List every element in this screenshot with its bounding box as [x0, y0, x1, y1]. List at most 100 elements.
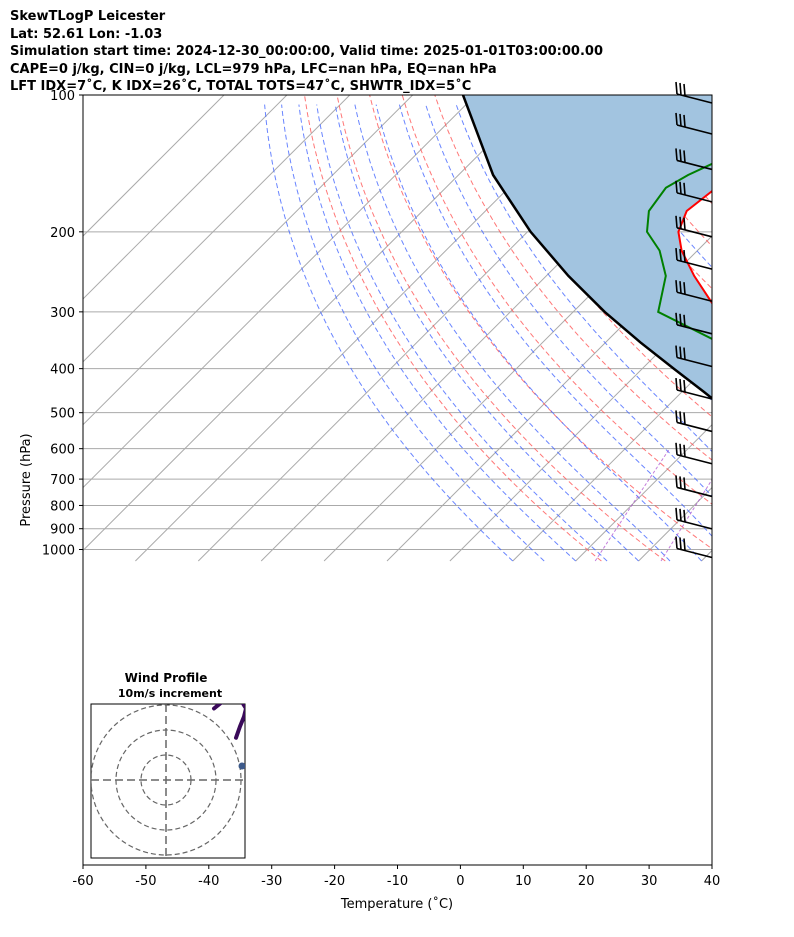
mixing-ratio-line — [773, 449, 794, 561]
y-tick-label: 700 — [50, 473, 75, 488]
wind-barb-flag — [675, 345, 678, 358]
isotherm-line — [575, 423, 712, 562]
wind-barb-flag — [679, 113, 682, 127]
isotherm-line — [764, 85, 794, 561]
mixing-ratio-line — [594, 448, 671, 562]
wind-barb-flag — [683, 412, 686, 425]
wind-barb-staff — [676, 421, 713, 433]
isotherm-line — [83, 95, 225, 237]
wind-barb — [675, 81, 713, 104]
wind-barb-staff — [676, 259, 713, 270]
y-tick-label: 100 — [50, 89, 75, 104]
wind-barb-flag — [679, 149, 682, 162]
dry-adiabat-line — [304, 95, 602, 562]
isotherm-line — [83, 95, 288, 300]
wind-barb-flag — [679, 537, 682, 550]
moist-adiabat-line — [316, 104, 608, 562]
moist-adiabat-line — [375, 104, 702, 562]
dry-adiabat-line — [728, 95, 794, 561]
dry-adiabat-line — [761, 95, 794, 561]
wind-barb-flag — [679, 443, 682, 456]
x-tick-label: 10 — [515, 874, 532, 889]
wind-barb — [675, 180, 713, 203]
isotherm-line — [83, 95, 351, 363]
wind-barb-flag — [683, 217, 686, 230]
x-tick-label: -10 — [387, 874, 408, 889]
wind-barb-flag — [679, 411, 682, 424]
x-tick-label: 40 — [704, 874, 721, 889]
x-tick-label: -30 — [261, 874, 282, 889]
wind-barb-flag — [683, 347, 686, 360]
wind-barb-flag — [683, 250, 686, 263]
wind-barb — [675, 536, 713, 559]
x-tick-label: -60 — [72, 874, 93, 889]
x-tick-label: -50 — [135, 874, 156, 889]
index-line: LFT IDX=7˚C, K IDX=26˚C, TOTAL TOTS=47˚C… — [10, 79, 472, 95]
location-line: Lat: 52.61 Lon: -1.03 — [10, 26, 163, 42]
y-tick-label: 400 — [50, 363, 75, 378]
wind-barb-flag — [679, 476, 682, 489]
chart-header: SkewTLogP Leicester Lat: 52.61 Lon: -1.0… — [10, 8, 603, 96]
wind-barb-flag — [679, 281, 682, 294]
wind-barb-flag — [683, 114, 686, 128]
wind-barb-flag — [675, 475, 678, 488]
wind-barb-flag — [675, 215, 678, 228]
moist-adiabat-line — [334, 104, 639, 562]
y-tick-label: 900 — [50, 523, 75, 538]
wind-barb-flag — [679, 82, 682, 96]
wind-barb-staff — [676, 192, 713, 203]
wind-barb — [675, 345, 713, 368]
dry-adiabat-line — [434, 95, 712, 461]
wind-barb-flag — [679, 216, 682, 229]
wind-barb-flag — [675, 536, 678, 549]
y-tick-label: 800 — [50, 499, 75, 514]
wind-barb-flag — [675, 410, 678, 423]
isotherm-line — [83, 95, 540, 552]
isotherm-line — [701, 549, 712, 562]
y-tick-label: 200 — [50, 226, 75, 241]
mixing-ratio-line — [715, 449, 783, 561]
mixing-ratio-line — [660, 478, 712, 562]
wind-barb-flag — [679, 378, 682, 392]
moist-adiabat-line — [754, 105, 794, 561]
hodograph-frame — [90, 703, 246, 859]
isotherm-line — [83, 95, 414, 426]
wind-barb-flag — [683, 444, 686, 457]
y-tick-label: 300 — [50, 306, 75, 321]
moist-adiabat-line — [281, 104, 545, 562]
hodograph-title: Wind Profile — [125, 671, 208, 685]
parcel-profile-line — [461, 95, 712, 400]
wind-barb-flag — [675, 180, 678, 193]
x-tick-label: 0 — [456, 874, 464, 889]
wind-barb — [675, 280, 713, 303]
wind-barb-flag — [675, 112, 678, 126]
wind-barb — [675, 215, 713, 238]
wind-barb-flag — [675, 507, 678, 520]
wind-barb-flag — [683, 282, 686, 295]
time-line: Simulation start time: 2024-12-30_00:00:… — [10, 44, 603, 60]
moist-adiabat-line — [264, 104, 514, 562]
wind-barb — [675, 507, 713, 530]
wind-barb-flag — [683, 538, 686, 551]
chart-title: SkewTLogP Leicester — [10, 9, 166, 24]
wind-barb-staff — [676, 547, 713, 559]
wind-barb-flag — [683, 182, 686, 195]
wind-barb-flag — [675, 280, 678, 293]
dry-adiabat-line — [401, 95, 712, 505]
wind-barb-staff — [676, 227, 713, 238]
isotherm-line — [83, 95, 477, 489]
x-tick-label: -40 — [198, 874, 219, 889]
wind-barb — [675, 312, 713, 335]
wind-barb-flag — [683, 83, 686, 97]
moist-adiabat-line — [354, 104, 671, 562]
wind-barb — [675, 475, 713, 498]
moist-adiabat-line — [455, 104, 712, 453]
wind-barb-staff — [676, 454, 713, 465]
hodograph-trace — [212, 704, 245, 740]
wind-barb-flag — [683, 314, 686, 327]
wind-barb-flag — [675, 148, 678, 161]
wind-barb-flag — [675, 442, 678, 455]
wind-barb-staff — [676, 486, 713, 498]
dry-adiabat-line — [336, 95, 666, 562]
